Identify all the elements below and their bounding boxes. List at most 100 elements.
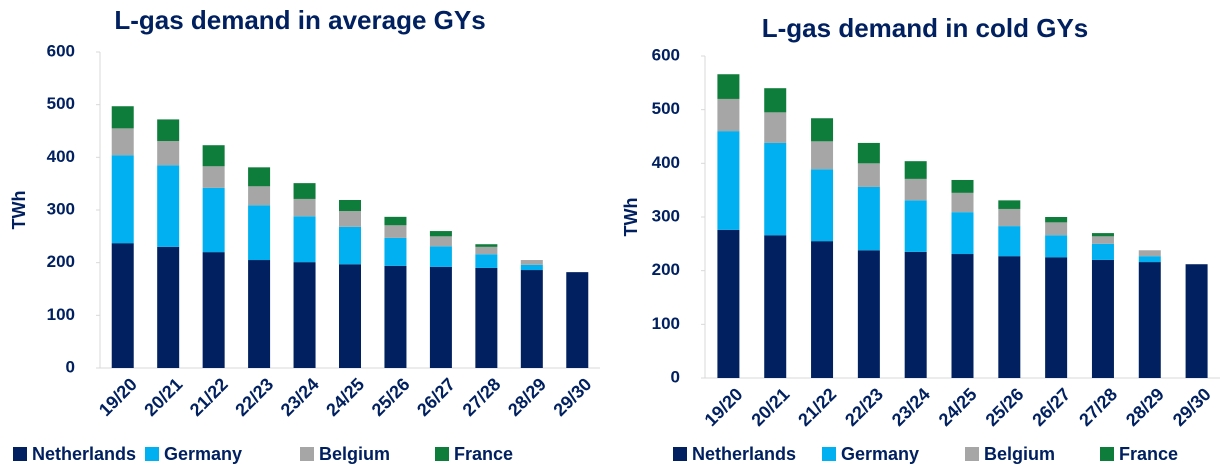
x-tick-label: 27/28 bbox=[1075, 384, 1121, 430]
legend-label: Germany bbox=[164, 444, 242, 464]
bar-segment bbox=[998, 256, 1021, 378]
y-tick-label: 500 bbox=[652, 99, 680, 118]
y-tick-label: 200 bbox=[47, 252, 75, 271]
legend-swatch bbox=[822, 447, 836, 461]
bar-segment bbox=[904, 161, 927, 179]
bar-segment bbox=[475, 254, 498, 268]
chart-title: L-gas demand in average GYs bbox=[114, 5, 485, 35]
bar-segment bbox=[248, 186, 271, 206]
bar-segment bbox=[293, 216, 316, 263]
bar-segment bbox=[475, 244, 498, 247]
bar-segment bbox=[339, 264, 361, 368]
bar-segment bbox=[904, 178, 927, 201]
bar-segment bbox=[811, 118, 834, 142]
bar-segment bbox=[157, 141, 180, 166]
x-tick-label: 28/29 bbox=[504, 374, 550, 420]
bar-segment bbox=[717, 229, 740, 378]
bar-segment bbox=[111, 155, 134, 244]
y-tick-label: 600 bbox=[652, 45, 680, 64]
bar-segment bbox=[157, 246, 180, 368]
bar-segment bbox=[429, 231, 452, 237]
bar-segment bbox=[1185, 264, 1208, 378]
x-tick-label: 20/21 bbox=[747, 384, 793, 430]
bar-segment bbox=[764, 112, 787, 143]
bar-segment bbox=[1045, 257, 1068, 378]
bar-segment bbox=[339, 226, 361, 265]
legend-label: Netherlands bbox=[32, 444, 136, 464]
bar-segment bbox=[248, 205, 271, 261]
bar-segment bbox=[111, 128, 134, 156]
bar-segment bbox=[811, 141, 834, 170]
bar-segment bbox=[202, 252, 225, 368]
bar-segment bbox=[717, 74, 740, 99]
bar-segment bbox=[520, 264, 543, 271]
y-tick-label: 200 bbox=[652, 260, 680, 279]
y-tick-label: 0 bbox=[671, 367, 680, 386]
bar-segment bbox=[520, 270, 543, 368]
bar-segment bbox=[1091, 259, 1114, 378]
bar-segment bbox=[951, 212, 974, 255]
legend-label: Germany bbox=[841, 444, 919, 464]
legend-swatch bbox=[145, 447, 159, 461]
bar-segment bbox=[339, 199, 361, 212]
bar-segment bbox=[1138, 262, 1161, 378]
bar-segment bbox=[998, 208, 1021, 227]
bar-segment bbox=[384, 265, 407, 368]
bar-segment bbox=[857, 186, 880, 251]
bar-segment bbox=[384, 225, 407, 238]
x-tick-label: 24/25 bbox=[935, 384, 981, 430]
bar-segment bbox=[566, 272, 589, 368]
y-axis-label: TWh bbox=[9, 191, 29, 230]
bar-segment bbox=[202, 166, 225, 188]
bar-segment bbox=[857, 142, 880, 164]
bar-segment bbox=[1045, 235, 1068, 258]
legend-label: Belgium bbox=[319, 444, 390, 464]
bar-segment bbox=[717, 98, 740, 132]
bar-segment bbox=[904, 200, 927, 252]
chart-title: L-gas demand in cold GYs bbox=[762, 13, 1089, 43]
bar-segment bbox=[904, 251, 927, 378]
y-tick-label: 400 bbox=[652, 153, 680, 172]
y-tick-label: 300 bbox=[47, 199, 75, 218]
x-tick-label: 21/22 bbox=[186, 374, 232, 420]
y-tick-label: 100 bbox=[652, 314, 680, 333]
bar-segment bbox=[764, 88, 787, 113]
bar-segment bbox=[429, 236, 452, 247]
bar-segment bbox=[429, 266, 452, 368]
bar-segment bbox=[1138, 256, 1161, 263]
y-tick-label: 0 bbox=[66, 357, 75, 376]
bar-segment bbox=[998, 200, 1021, 209]
bar-segment bbox=[202, 187, 225, 253]
legend-swatch bbox=[965, 447, 979, 461]
x-tick-label: 28/29 bbox=[1122, 384, 1168, 430]
bar-segment bbox=[951, 254, 974, 378]
bar-segment bbox=[764, 142, 787, 236]
bar-segment bbox=[339, 211, 361, 227]
y-tick-label: 400 bbox=[47, 147, 75, 166]
bar-segment bbox=[475, 246, 498, 255]
bar-segment bbox=[293, 262, 316, 368]
bar-segment bbox=[811, 169, 834, 242]
bar-segment bbox=[764, 235, 787, 378]
bar-segment bbox=[951, 179, 974, 193]
legend-swatch bbox=[1100, 447, 1114, 461]
bar-segment bbox=[157, 165, 180, 247]
x-tick-label: 29/30 bbox=[1169, 384, 1215, 430]
x-tick-label: 27/28 bbox=[459, 374, 505, 420]
bar-segment bbox=[857, 250, 880, 378]
y-axis-label: TWh bbox=[621, 198, 641, 237]
legend-label: France bbox=[1119, 444, 1178, 464]
bar-segment bbox=[1091, 236, 1114, 244]
bar-segment bbox=[857, 163, 880, 187]
bar-segment bbox=[293, 198, 316, 217]
x-tick-label: 26/27 bbox=[1028, 384, 1074, 430]
x-tick-label: 26/27 bbox=[413, 374, 459, 420]
x-tick-label: 23/24 bbox=[277, 374, 323, 420]
bar-segment bbox=[811, 241, 834, 378]
bar-segment bbox=[248, 260, 271, 368]
x-tick-label: 24/25 bbox=[322, 374, 368, 420]
bar-segment bbox=[384, 237, 407, 266]
x-tick-label: 25/26 bbox=[982, 384, 1028, 430]
bar-segment bbox=[384, 216, 407, 226]
